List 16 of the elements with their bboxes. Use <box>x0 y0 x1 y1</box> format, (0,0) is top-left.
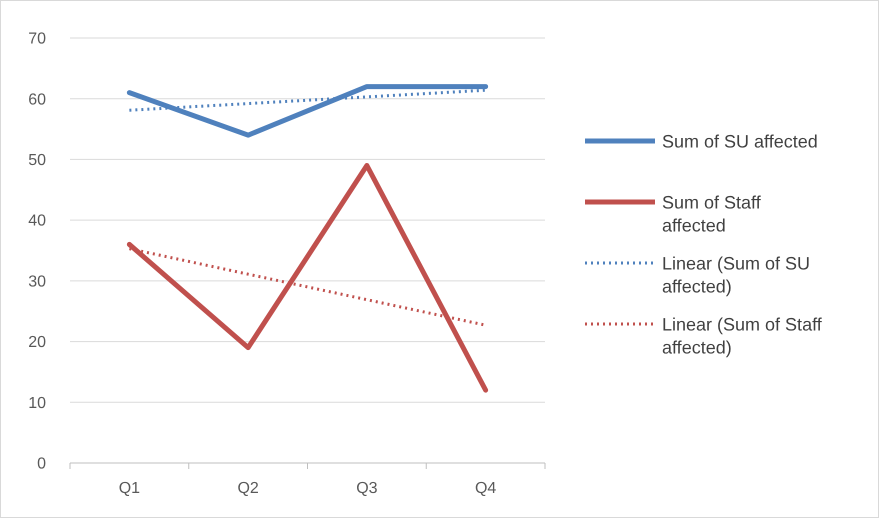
x-tick-label: Q1 <box>118 480 140 497</box>
y-tick-label: 50 <box>28 152 46 170</box>
y-tick-label: 0 <box>37 456 46 473</box>
y-tick-label: 10 <box>28 394 46 412</box>
y-tick-label: 40 <box>28 212 46 230</box>
y-tick-label: 30 <box>28 273 46 290</box>
legend-label: Sum of Staff affected <box>662 192 762 236</box>
y-tick-label: 70 <box>28 30 46 48</box>
legend-label: Linear (Sum of SU affected) <box>662 253 810 297</box>
legend-label: Linear (Sum of Staff affected) <box>662 314 823 358</box>
x-tick-label: Q4 <box>474 480 496 497</box>
x-tick-label: Q3 <box>356 480 378 497</box>
legend-label: Sum of SU affected <box>662 131 818 152</box>
y-tick-label: 20 <box>28 334 46 352</box>
x-tick-label: Q2 <box>237 480 259 497</box>
y-tick-label: 60 <box>28 91 46 108</box>
